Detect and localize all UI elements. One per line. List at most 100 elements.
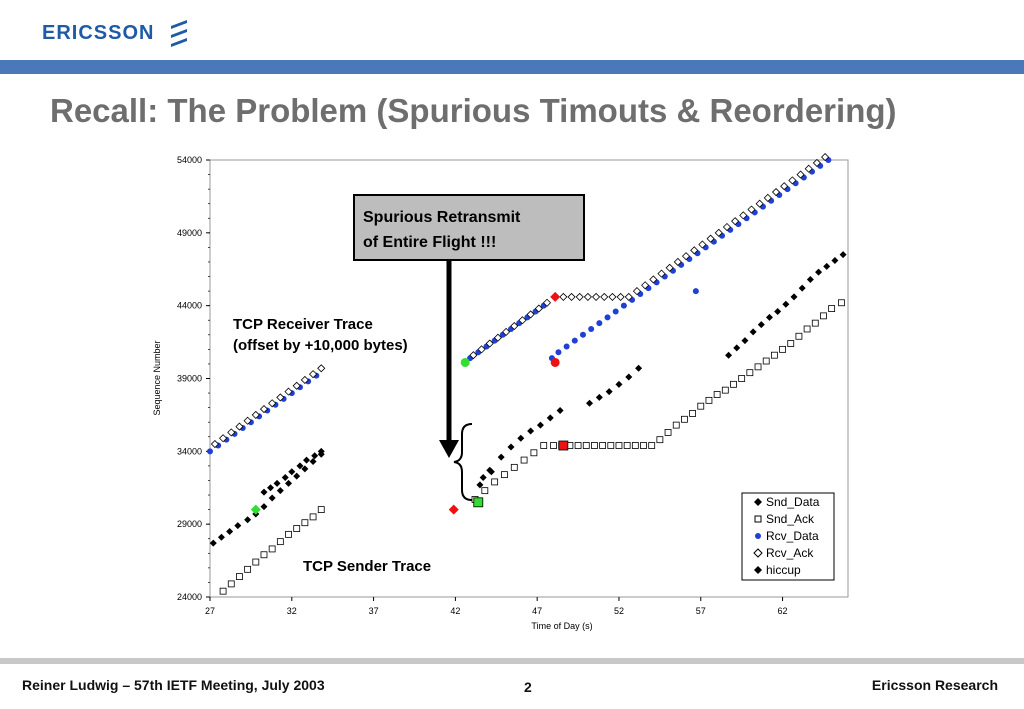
data-point-rcv-ack (469, 351, 478, 360)
data-point-snd-data (309, 458, 317, 466)
data-point-snd-data (476, 481, 484, 489)
data-point-snd-data (260, 503, 268, 511)
data-point-snd-ack (260, 551, 268, 559)
y-tick-label: 54000 (177, 155, 202, 165)
highlight-point (250, 504, 261, 515)
data-point-snd-data (733, 344, 741, 352)
data-point-rcv-ack (641, 281, 650, 290)
data-point-rcv-ack (624, 292, 633, 301)
receiver-trace-label-2: (offset by +10,000 bytes) (233, 337, 408, 354)
data-point-snd-ack (795, 332, 803, 340)
data-point-snd-data (276, 487, 284, 495)
data-point-snd-data (268, 494, 276, 502)
legend-marker-rcv-ack (753, 548, 763, 558)
data-point-snd-ack (811, 319, 819, 327)
highlight-point (460, 357, 470, 367)
data-point-snd-data (209, 539, 217, 547)
data-point-snd-ack (219, 587, 227, 595)
data-point-snd-data (635, 364, 643, 372)
data-point-rcv-ack (681, 252, 691, 261)
data-point-rcv-ack (526, 310, 535, 319)
data-point-rcv-ack (251, 410, 260, 419)
data-point-snd-ack (820, 312, 827, 320)
data-point-snd-ack (574, 442, 582, 449)
y-tick-label: 39000 (177, 374, 202, 384)
data-point-rcv-ack (284, 387, 293, 396)
data-point-rcv-data (604, 314, 611, 321)
data-point-snd-ack (607, 442, 615, 449)
data-point-snd-ack (520, 456, 528, 464)
y-tick-label: 34000 (177, 446, 202, 456)
highlight-point (473, 497, 484, 508)
data-point-snd-ack (672, 421, 680, 429)
data-point-snd-ack (591, 442, 598, 449)
data-point-rcv-ack (632, 287, 642, 296)
y-tick-label: 49000 (177, 228, 202, 238)
data-point-rcv-ack (210, 439, 219, 449)
data-point-rcv-ack (649, 275, 658, 284)
data-point-snd-data (725, 351, 733, 359)
legend-marker-snd-ack (754, 515, 762, 523)
data-point-snd-data (517, 434, 525, 442)
data-point-hiccup (317, 447, 325, 455)
data-point-snd-ack (615, 442, 623, 449)
data-point-rcv-ack (268, 399, 277, 408)
data-point-snd-data (790, 293, 798, 301)
data-point-snd-data (757, 321, 765, 329)
data-point-snd-data (615, 380, 623, 388)
data-point-rcv-data (563, 343, 570, 350)
legend-label-hiccup: hiccup (766, 563, 801, 577)
data-point-hiccup (311, 452, 319, 460)
legend-marker-snd-data (754, 498, 762, 506)
receiver-trace-label-1: TCP Receiver Trace (233, 316, 373, 333)
x-tick-label: 42 (450, 606, 460, 616)
header-bar (0, 60, 1024, 74)
data-point-snd-data (782, 300, 790, 308)
data-point-snd-ack (838, 299, 845, 307)
page-number: 2 (524, 679, 532, 695)
x-tick-label: 47 (532, 606, 542, 616)
slide-title: Recall: The Problem (Spurious Timouts & … (50, 92, 897, 129)
data-point-hiccup (486, 466, 494, 474)
data-point-hiccup (273, 479, 281, 487)
data-point-snd-ack (599, 442, 607, 449)
data-point-snd-data (234, 522, 242, 530)
data-point-snd-data (217, 533, 225, 541)
data-point-snd-ack (770, 351, 778, 359)
data-point-rcv-ack (276, 393, 285, 402)
sender-trace-label: TCP Sender Trace (303, 558, 431, 575)
data-point-snd-ack (309, 513, 317, 521)
data-point-snd-ack (779, 345, 786, 353)
data-point-snd-ack (689, 410, 696, 417)
highlight-point (550, 357, 560, 367)
y-tick-label: 24000 (177, 592, 202, 602)
data-point-snd-data (244, 516, 252, 524)
data-point-rcv-ack (485, 339, 494, 348)
data-point-snd-data (527, 427, 535, 435)
data-point-rcv-ack (227, 428, 236, 437)
data-point-rcv-ack (698, 240, 707, 249)
data-point-rcv-ack (821, 153, 830, 162)
data-point-hiccup (260, 488, 268, 496)
legend-marker-hiccup (754, 566, 762, 574)
x-tick-label: 37 (369, 606, 379, 616)
data-point-snd-ack (550, 442, 557, 449)
data-point-rcv-ack (308, 370, 318, 379)
data-point-snd-ack (656, 436, 664, 444)
data-point-snd-data (595, 393, 603, 401)
data-point-hiccup (267, 484, 275, 492)
data-point-rcv-data (207, 448, 213, 455)
data-point-snd-data (285, 479, 293, 487)
data-point-snd-data (815, 268, 823, 276)
data-point-rcv-ack (292, 381, 301, 390)
ericsson-logo: ERICSSON (42, 18, 190, 48)
data-point-rcv-ack (219, 434, 228, 443)
data-point-snd-ack (276, 538, 284, 546)
data-point-rcv-ack (771, 187, 781, 197)
footer-org: Ericsson Research (871, 677, 998, 693)
data-point-snd-data (586, 399, 594, 407)
legend: Snd_Data Snd_Ack Rcv_Data Rcv_Ack hiccup (741, 492, 835, 581)
data-point-snd-ack (510, 463, 518, 471)
data-point-rcv-ack (518, 316, 527, 325)
